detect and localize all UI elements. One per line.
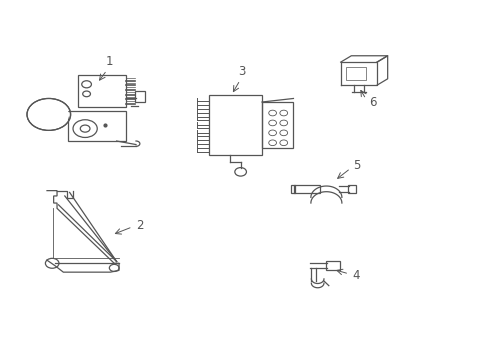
- Text: 4: 4: [352, 269, 360, 282]
- Text: 2: 2: [136, 219, 144, 232]
- Text: 6: 6: [369, 95, 376, 108]
- Circle shape: [28, 100, 69, 129]
- Text: 5: 5: [353, 159, 361, 172]
- Text: 3: 3: [238, 64, 245, 77]
- Text: 1: 1: [106, 55, 113, 68]
